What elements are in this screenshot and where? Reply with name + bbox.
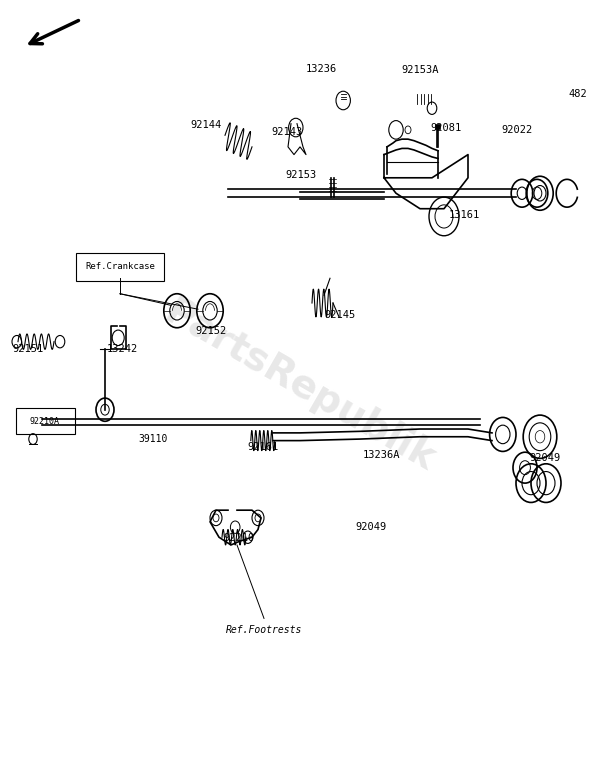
Text: 92049: 92049 xyxy=(355,522,386,532)
Text: 92153: 92153 xyxy=(286,170,317,180)
Text: 92153A: 92153A xyxy=(401,66,439,76)
Text: 13236A: 13236A xyxy=(362,450,400,460)
Circle shape xyxy=(55,335,65,348)
Text: 92145: 92145 xyxy=(324,311,355,321)
FancyBboxPatch shape xyxy=(16,408,75,434)
Text: 482: 482 xyxy=(569,89,587,99)
Text: Ref.Footrests: Ref.Footrests xyxy=(226,625,302,635)
Text: 92143: 92143 xyxy=(271,128,302,138)
Text: 92049: 92049 xyxy=(529,454,560,464)
Text: 13236: 13236 xyxy=(305,64,337,74)
Text: 92210: 92210 xyxy=(223,533,254,543)
Text: PartsRepublik: PartsRepublik xyxy=(158,294,442,479)
FancyBboxPatch shape xyxy=(435,124,440,129)
Text: 13161: 13161 xyxy=(449,210,480,220)
Text: 13242: 13242 xyxy=(107,344,138,354)
Text: 92152: 92152 xyxy=(196,326,227,336)
Text: 92161: 92161 xyxy=(247,442,278,452)
Text: 92081: 92081 xyxy=(431,124,462,134)
Text: 92022: 92022 xyxy=(502,125,533,135)
FancyBboxPatch shape xyxy=(76,253,164,281)
Text: 92151: 92151 xyxy=(12,344,43,354)
Text: 92210A: 92210A xyxy=(30,417,60,426)
Text: 92144: 92144 xyxy=(191,120,222,130)
Text: 39110: 39110 xyxy=(139,434,167,444)
Text: Ref.Crankcase: Ref.Crankcase xyxy=(85,262,155,271)
